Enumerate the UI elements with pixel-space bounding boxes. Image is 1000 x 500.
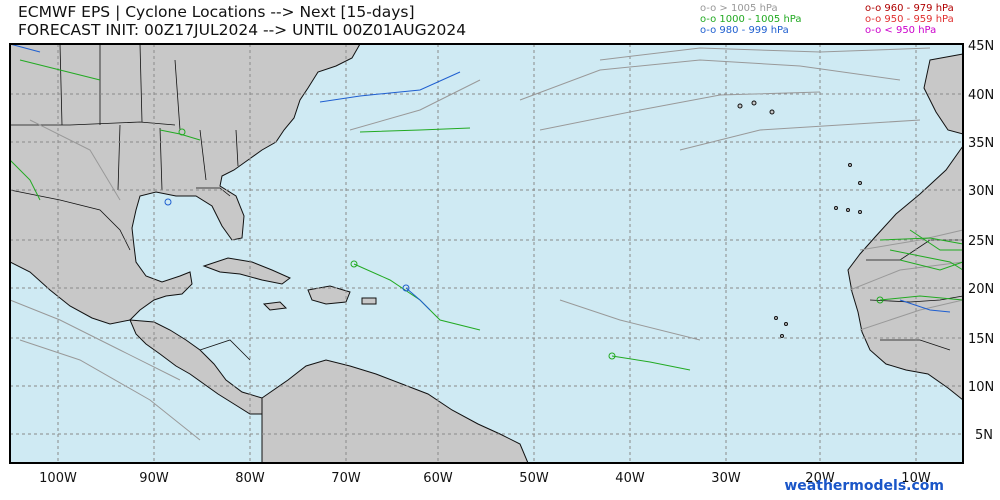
tracks-980-999 [9, 43, 951, 313]
lat-label: 20N [968, 282, 994, 297]
jamaica-land [262, 301, 288, 311]
map-title: ECMWF EPS | Cyclone Locations --> Next [… [18, 3, 415, 21]
lat-label: 35N [968, 136, 994, 151]
tracks-gt1005 [9, 47, 964, 441]
lon-label: 90W [139, 471, 169, 486]
graticule [10, 44, 963, 463]
lat-label: 25N [968, 234, 994, 249]
credit-link[interactable]: weathermodels.com [784, 478, 944, 494]
longitude-axis: 100W 90W 80W 70W 60W 50W 40W 30W 20W 10W [39, 471, 931, 486]
lon-label: 30W [711, 471, 741, 486]
lon-label: 50W [519, 471, 549, 486]
lon-label: 10W [901, 471, 931, 486]
lat-label: 40N [968, 88, 994, 103]
lon-label: 20W [805, 471, 835, 486]
track-markers [164, 128, 884, 360]
atlantic-islands [737, 100, 862, 338]
pressure-legend-left: o-o > 1005 hPa o-o 1000 - 1005 hPa o-o 9… [700, 3, 801, 36]
lat-label: 30N [968, 184, 994, 199]
lon-label: 80W [235, 471, 265, 486]
lat-label: 15N [968, 332, 994, 347]
lat-label: 10N [968, 380, 994, 395]
puerto-rico-land [361, 297, 377, 305]
legend-entry-lt950: o-o < 950 hPa [865, 25, 937, 36]
map-frame [9, 43, 964, 464]
lon-label: 60W [423, 471, 453, 486]
forecast-init-subtitle: FORECAST INIT: 00Z17JUL2024 --> UNTIL 00… [18, 21, 467, 39]
north-america-land [9, 43, 361, 325]
lat-label: 45N [968, 39, 994, 54]
pressure-legend-right: o-o 960 - 979 hPa o-o 950 - 959 hPa o-o … [865, 3, 954, 36]
legend-entry-1000-1005: o-o 1000 - 1005 hPa [700, 14, 802, 25]
lon-label: 40W [615, 471, 645, 486]
cuba-land [202, 257, 291, 285]
latitude-axis: 45N 40N 35N 30N 25N 20N 15N 10N 5N [968, 39, 994, 443]
legend-entry-980-999: o-o 980 - 999 hPa [700, 25, 789, 36]
lat-label: 5N [975, 428, 993, 443]
legend-entry-gt1005: o-o > 1005 hPa [700, 3, 778, 14]
legend-entry-950-959: o-o 950 - 959 hPa [865, 14, 954, 25]
africa-land [847, 144, 964, 402]
lon-label: 100W [39, 471, 77, 486]
legend-entry-960-979: o-o 960 - 979 hPa [865, 3, 954, 14]
lon-label: 70W [331, 471, 361, 486]
